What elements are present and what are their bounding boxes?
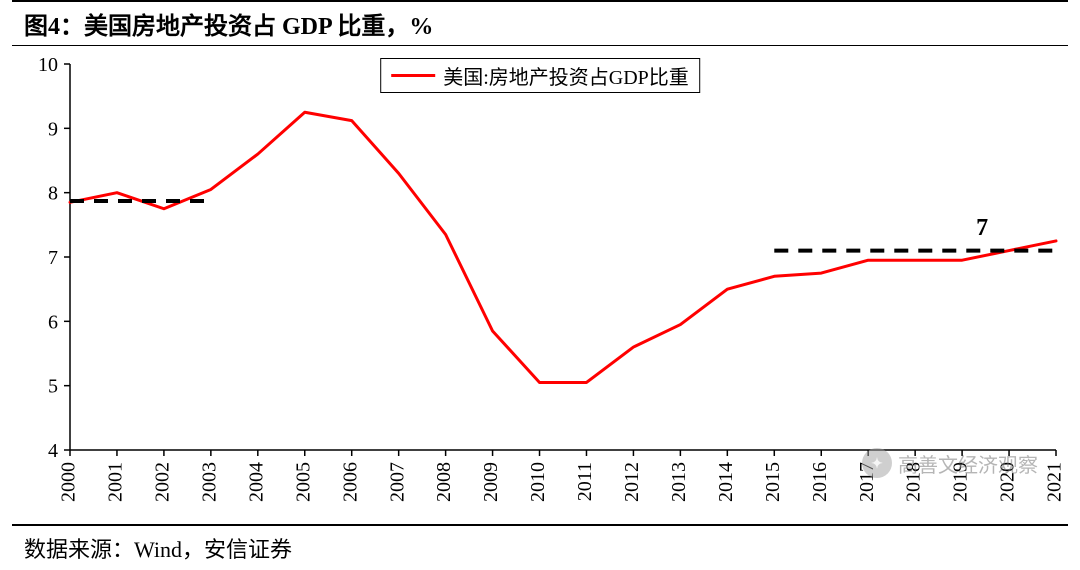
svg-text:2015: 2015 [762,462,784,502]
svg-text:2009: 2009 [480,462,502,502]
svg-text:2013: 2013 [668,462,690,502]
svg-text:7: 7 [48,247,58,269]
legend-label: 美国:房地产投资占GDP比重 [443,61,689,90]
figure-container: 图4：美国房地产投资占 GDP 比重，% 美国:房地产投资占GDP比重 4 5 6 7… [0,0,1080,570]
svg-text:2002: 2002 [151,462,173,502]
source-line: 数据来源：Wind，安信证券 [12,524,1068,570]
svg-text:9: 9 [48,118,58,140]
svg-text:2001: 2001 [105,462,127,502]
watermark: ✦ 高善文经济观察 [862,448,1038,478]
legend-swatch [391,74,435,77]
svg-text:2016: 2016 [809,462,831,502]
svg-text:2004: 2004 [245,462,267,502]
svg-text:2007: 2007 [386,462,408,502]
wechat-icon: ✦ [862,448,892,478]
svg-text:4: 4 [48,440,58,462]
svg-text:6: 6 [48,311,58,333]
chart-area: 美国:房地产投资占GDP比重 4 5 6 7 8 9 10 2000 2001 2002 2003 2… [12,54,1068,524]
svg-text:10: 10 [38,54,58,76]
svg-text:2005: 2005 [292,462,314,502]
svg-text:2012: 2012 [621,462,643,502]
svg-text:5: 5 [48,376,58,398]
legend: 美国:房地产投资占GDP比重 [380,58,700,93]
svg-text:2008: 2008 [433,462,455,502]
svg-text:2021: 2021 [1044,462,1066,502]
svg-text:2011: 2011 [574,462,596,501]
figure-title: 图4：美国房地产投资占 GDP 比重，% [12,0,1068,46]
svg-text:2003: 2003 [198,462,220,502]
svg-text:2010: 2010 [527,462,549,502]
svg-text:2014: 2014 [715,462,737,502]
svg-text:2000: 2000 [58,462,80,502]
watermark-text: 高善文经济观察 [898,449,1038,478]
svg-text:8: 8 [48,183,58,205]
svg-text:2006: 2006 [339,462,361,502]
svg-text:7: 7 [976,215,988,241]
